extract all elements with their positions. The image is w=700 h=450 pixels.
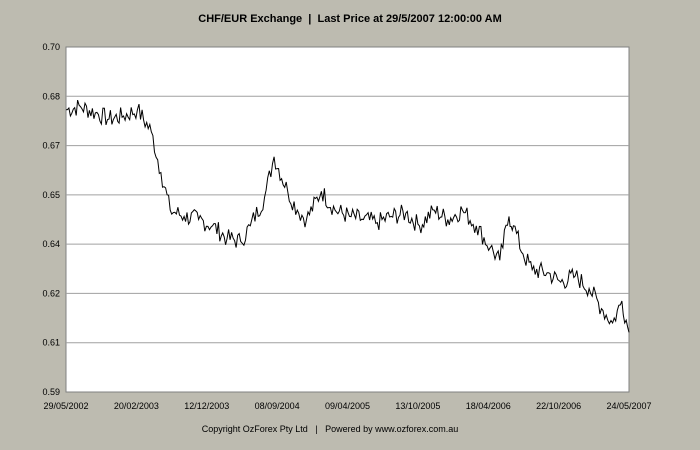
y-tick-label: 0.64 — [42, 239, 60, 249]
copyright-footer: Copyright OzForex Pty Ltd | Powered by w… — [201, 424, 459, 434]
x-tick-label: 08/09/2004 — [255, 401, 300, 411]
x-tick-label: 13/10/2005 — [395, 401, 440, 411]
x-tick-label: 22/10/2006 — [536, 401, 581, 411]
y-tick-label: 0.67 — [42, 141, 60, 151]
y-tick-label: 0.59 — [42, 387, 60, 397]
y-tick-label: 0.70 — [42, 42, 60, 52]
gridlines — [66, 95, 629, 344]
y-tick-label: 0.61 — [42, 338, 60, 348]
x-tick-label: 20/02/2003 — [114, 401, 159, 411]
chart-title: CHF/EUR Exchange | Last Price at 29/5/20… — [198, 13, 502, 25]
price-line — [65, 99, 630, 333]
x-tick-label: 29/05/2002 — [43, 401, 88, 411]
y-tick-label: 0.65 — [42, 190, 60, 200]
x-tick-label: 12/12/2003 — [184, 401, 229, 411]
plot-area — [65, 46, 630, 393]
x-tick-label: 24/05/2007 — [606, 401, 651, 411]
y-axis-ticks: 0.70 0.68 0.67 0.65 0.64 0.62 0.61 0.59 — [42, 42, 60, 397]
y-tick-label: 0.62 — [42, 288, 60, 298]
y-tick-label: 0.68 — [42, 91, 60, 101]
x-axis-ticks: 29/05/2002 20/02/2003 12/12/2003 08/09/2004… — [43, 401, 651, 411]
x-tick-label: 18/04/2006 — [466, 401, 511, 411]
x-tick-label: 09/04/2005 — [325, 401, 370, 411]
